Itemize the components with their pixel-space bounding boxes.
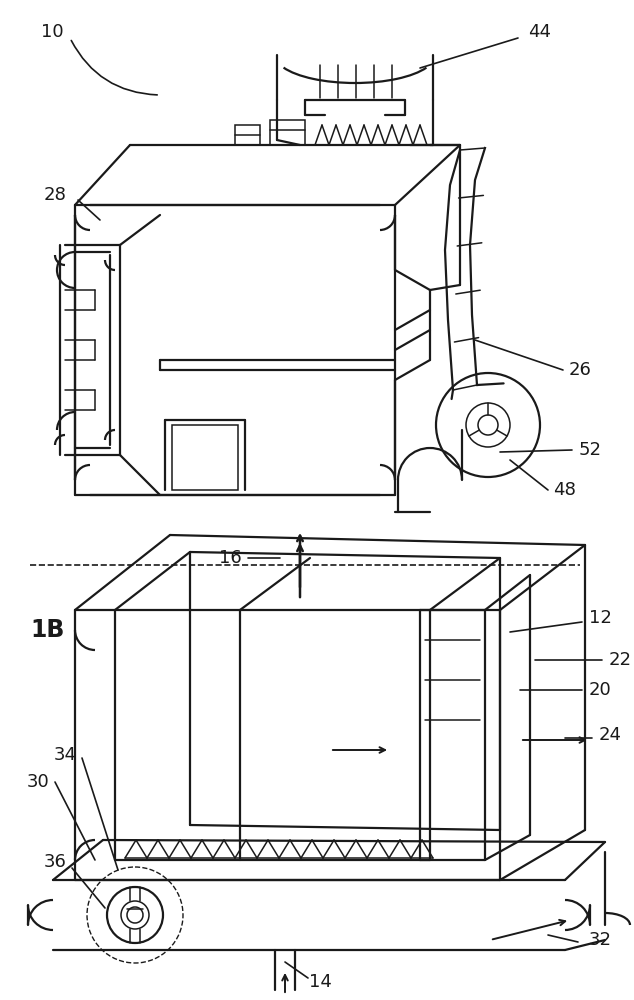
Text: 12: 12: [588, 609, 611, 627]
Text: 26: 26: [569, 361, 592, 379]
Text: 52: 52: [578, 441, 602, 459]
Text: 48: 48: [553, 481, 576, 499]
Text: 44: 44: [529, 23, 552, 41]
Text: 1B: 1B: [31, 618, 65, 642]
Text: 28: 28: [44, 186, 67, 204]
Text: 36: 36: [44, 853, 67, 871]
Text: 32: 32: [588, 931, 612, 949]
Text: 10: 10: [41, 23, 63, 41]
Text: 24: 24: [598, 726, 621, 744]
Text: 14: 14: [309, 973, 332, 991]
Text: 34: 34: [53, 746, 77, 764]
Text: 22: 22: [609, 651, 631, 669]
Text: 20: 20: [588, 681, 611, 699]
Text: 30: 30: [27, 773, 49, 791]
Text: 16: 16: [219, 549, 242, 567]
